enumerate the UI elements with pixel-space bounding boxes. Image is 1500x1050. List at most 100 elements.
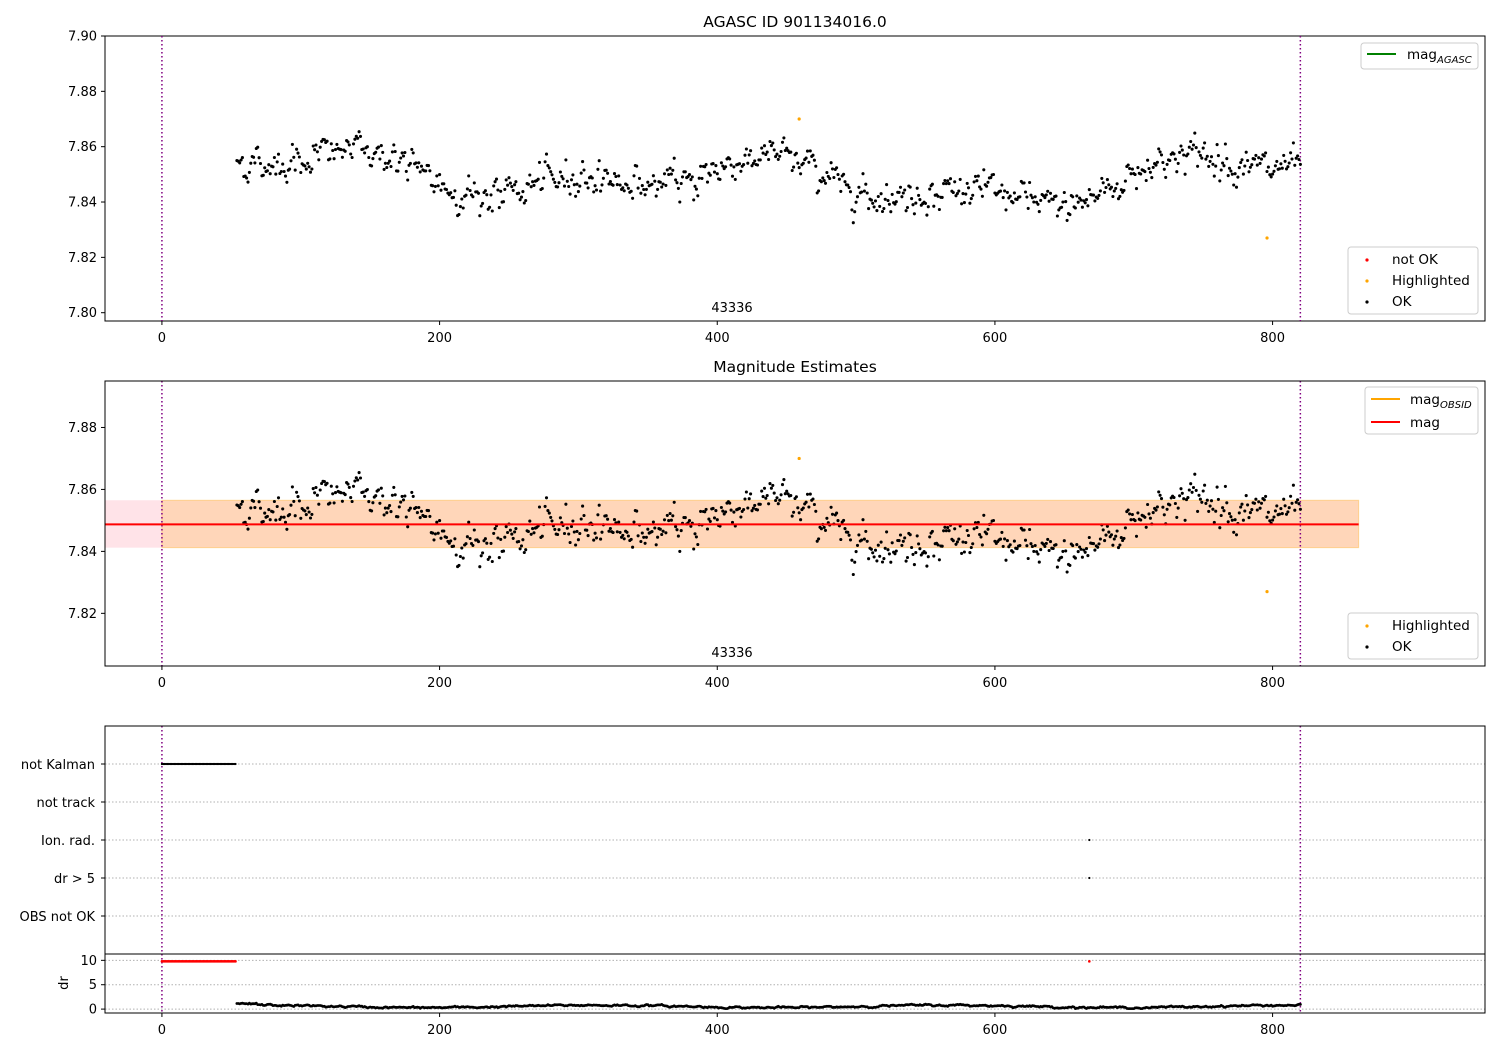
ok-point-722 bbox=[1237, 166, 1241, 170]
ok-point-114 bbox=[393, 149, 397, 154]
ok-point-65 bbox=[325, 139, 329, 143]
ok-point-560 bbox=[1012, 191, 1016, 195]
ok-point-188 bbox=[496, 536, 500, 540]
ok-point-373 bbox=[753, 503, 757, 507]
ok-point-537 bbox=[980, 543, 984, 547]
ok-point-642 bbox=[1126, 163, 1130, 167]
ok-point-458 bbox=[871, 201, 875, 205]
ok-point-239 bbox=[567, 184, 571, 189]
ok-point-624 bbox=[1101, 181, 1105, 185]
ok-point-670 bbox=[1165, 507, 1169, 511]
ok-point-654 bbox=[1143, 170, 1147, 174]
ok-point-94 bbox=[365, 487, 369, 492]
ok-point-75 bbox=[339, 491, 343, 495]
ok-point-120 bbox=[401, 498, 406, 502]
ok-point-32 bbox=[279, 169, 283, 174]
ok-point-682 bbox=[1182, 497, 1186, 501]
ok-point-83 bbox=[350, 155, 354, 160]
ok-point-136 bbox=[424, 169, 428, 173]
ok-point-530 bbox=[971, 193, 975, 197]
ok-point-249 bbox=[581, 160, 585, 164]
ok-point-2 bbox=[238, 506, 242, 510]
ok-point-346 bbox=[715, 518, 719, 522]
ok-point-529 bbox=[969, 545, 973, 550]
ok-point-204 bbox=[518, 198, 522, 202]
ok-point-327 bbox=[689, 178, 693, 182]
ok-point-435 bbox=[839, 189, 843, 193]
ok-point-231 bbox=[556, 185, 560, 189]
ok-point-663 bbox=[1155, 505, 1159, 509]
ok-point-158 bbox=[454, 203, 458, 207]
ok-point-193 bbox=[503, 187, 507, 191]
ok-point-535 bbox=[978, 185, 982, 189]
ok-point-60 bbox=[318, 488, 322, 492]
ok-point-655 bbox=[1144, 525, 1148, 529]
panel1-y-ticks: 7.80 7.82 7.84 7.86 7.88 7.90 bbox=[68, 30, 105, 321]
ok-point-358 bbox=[732, 165, 736, 169]
ok-point-554 bbox=[1004, 558, 1008, 562]
ok-point-127 bbox=[411, 151, 415, 155]
ok-point-123 bbox=[406, 525, 410, 529]
ok-point-462 bbox=[876, 194, 880, 199]
ok-point-470 bbox=[887, 552, 891, 556]
ok-point-602 bbox=[1071, 195, 1075, 199]
ok-point-266 bbox=[604, 514, 608, 518]
ok-point-312 bbox=[668, 511, 672, 516]
ok-point-527 bbox=[966, 533, 971, 538]
ok-point-427 bbox=[828, 176, 832, 181]
ok-point-70 bbox=[332, 501, 336, 505]
ok-point-71 bbox=[333, 491, 338, 495]
ok-point-383 bbox=[767, 502, 771, 506]
ok-point-60 bbox=[318, 145, 322, 149]
ok-point-393 bbox=[780, 483, 785, 487]
ok-point-380 bbox=[762, 144, 767, 148]
ok-point-392 bbox=[779, 149, 783, 154]
ok-point-226 bbox=[549, 170, 553, 174]
ok-point-122 bbox=[404, 515, 408, 519]
ok-point-711 bbox=[1222, 509, 1226, 513]
ok-point-688 bbox=[1190, 490, 1194, 494]
ok-point-524 bbox=[962, 201, 966, 205]
ok-point-596 bbox=[1062, 539, 1066, 543]
ok-point-167 bbox=[467, 174, 471, 178]
ok-point-578 bbox=[1037, 560, 1041, 564]
ok-point-727 bbox=[1244, 150, 1248, 154]
xtick-label-1: 200 bbox=[427, 676, 452, 691]
ok-point-446 bbox=[854, 550, 858, 554]
ok-point-429 bbox=[830, 167, 835, 171]
ok-point-712 bbox=[1223, 142, 1227, 146]
ok-point-419 bbox=[817, 537, 821, 541]
ok-point-453 bbox=[864, 182, 868, 186]
ok-point-43 bbox=[295, 490, 299, 494]
ok-point-735 bbox=[1255, 508, 1259, 512]
ok-point-248 bbox=[579, 517, 583, 521]
ok-point-403 bbox=[794, 495, 798, 499]
ok-point-670 bbox=[1165, 162, 1169, 166]
ok-point-29 bbox=[275, 160, 279, 164]
ok-point-80 bbox=[346, 482, 350, 486]
ok-point-686 bbox=[1187, 488, 1191, 492]
ok-point-195 bbox=[506, 530, 510, 535]
ok-point-248 bbox=[579, 171, 583, 175]
ok-point-107 bbox=[383, 161, 387, 165]
ok-point-63 bbox=[322, 138, 326, 142]
ok-point-617 bbox=[1091, 193, 1096, 197]
panel1-obsid-boundaries bbox=[161, 36, 1302, 321]
ok-point-666 bbox=[1159, 153, 1164, 157]
ok-point-702 bbox=[1209, 155, 1214, 159]
ok-point-98 bbox=[371, 157, 375, 161]
ok-point-471 bbox=[889, 210, 893, 214]
ok-point-394 bbox=[782, 136, 786, 140]
panel2-point-legend: Highlighted OK bbox=[1347, 612, 1479, 660]
ok-point-639 bbox=[1122, 536, 1126, 540]
ok-point-296 bbox=[646, 527, 650, 531]
ok-point-329 bbox=[692, 198, 696, 202]
flags-panel: not Kalman not track Ion. rad. dr > 5 OBS no… bbox=[20, 725, 1486, 955]
ok-point-710 bbox=[1221, 161, 1225, 165]
ok-point-451 bbox=[861, 518, 865, 522]
ok-point-505 bbox=[936, 194, 940, 198]
highlighted-point-1 bbox=[1265, 590, 1269, 594]
ok-point-316 bbox=[674, 178, 678, 182]
ok-point-258 bbox=[593, 184, 597, 188]
ok-point-65 bbox=[325, 481, 329, 485]
